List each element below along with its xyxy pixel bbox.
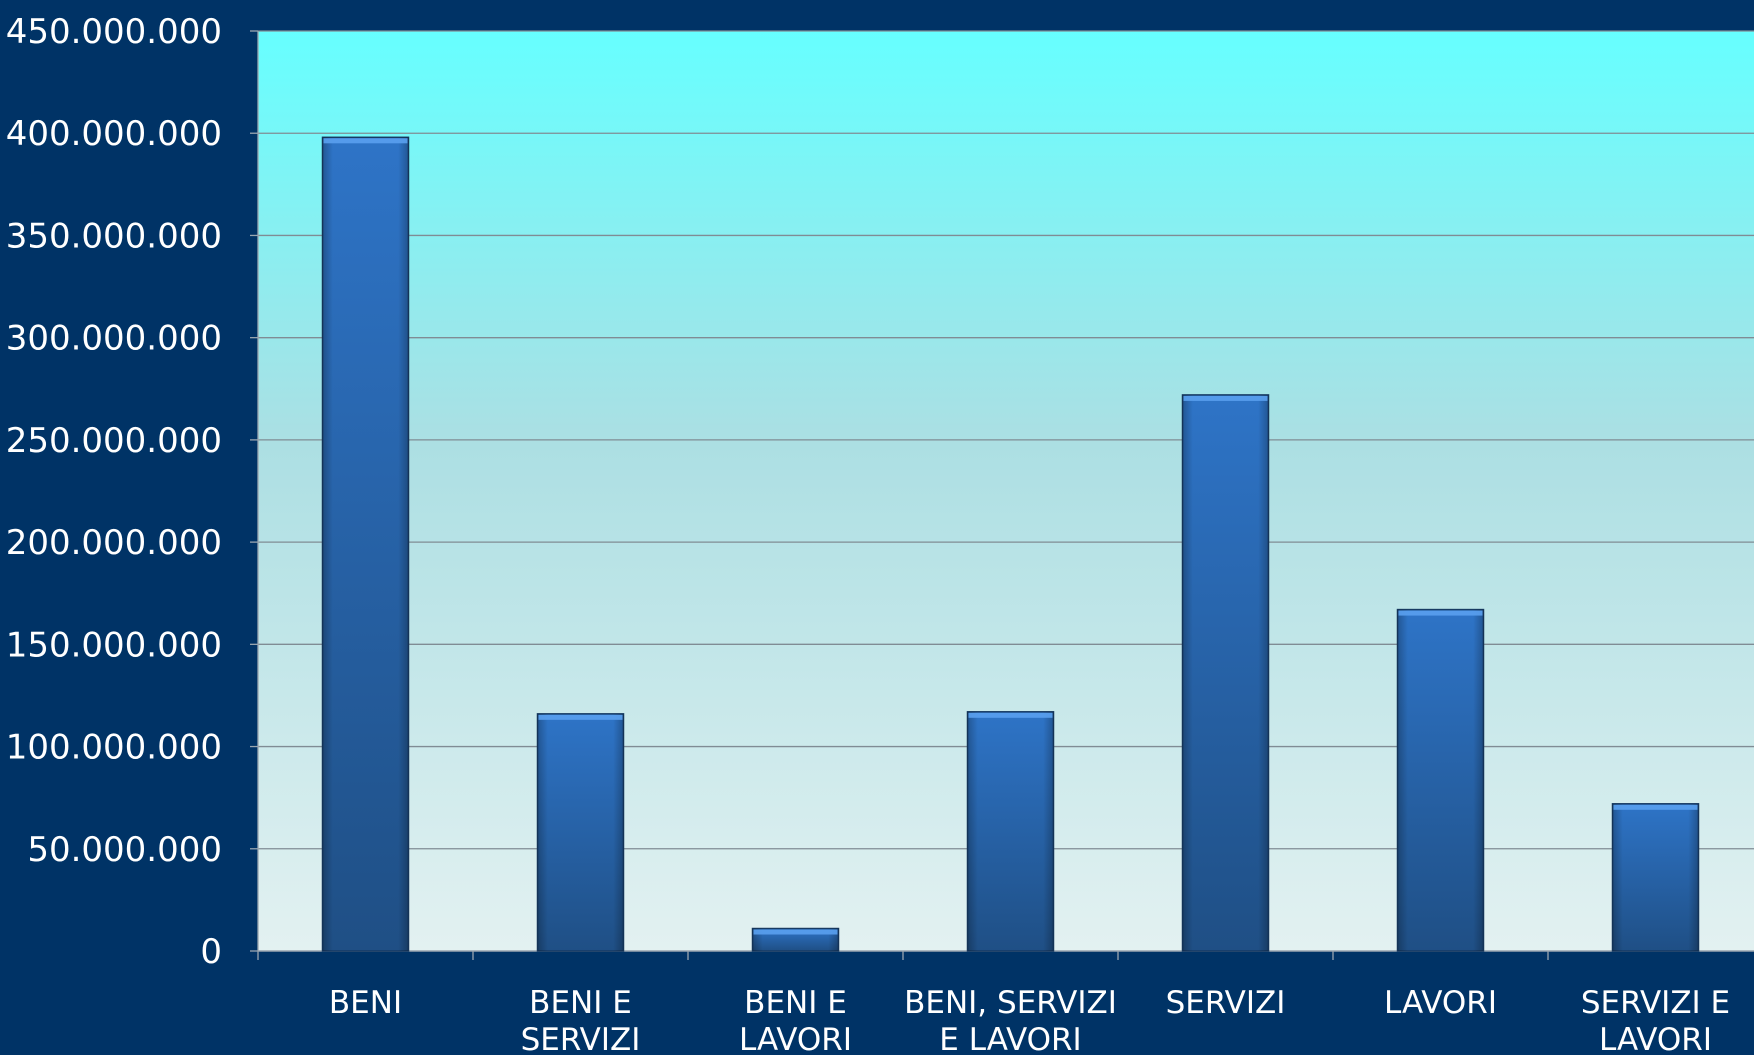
y-tick-label: 50.000.000 [27, 830, 222, 870]
x-category-label-line: SERVIZI [521, 1022, 641, 1055]
x-category-label: LAVORI [1384, 985, 1497, 1021]
x-category-label-line: BENI E [529, 985, 632, 1021]
bar [751, 927, 840, 952]
bar [1611, 803, 1700, 952]
x-category-label-line: BENI E [744, 985, 847, 1021]
x-category-label-line: LAVORI [1599, 1022, 1712, 1055]
bar-cap [323, 138, 408, 144]
bar-cap [1398, 610, 1483, 616]
x-category-label-line: LAVORI [1384, 985, 1497, 1021]
bar-cap [753, 929, 838, 935]
x-category-label: BENI E LAVORI [739, 985, 852, 1055]
bar-cap [1183, 395, 1268, 401]
x-category-label: SERVIZI [1166, 985, 1286, 1021]
y-tick-label: 150.000.000 [6, 625, 222, 665]
x-category-label-line: SERVIZI [1166, 985, 1286, 1021]
x-category-label: BENI, SERVIZI E LAVORI [904, 985, 1117, 1055]
x-category-label-line: BENI [329, 985, 402, 1021]
bar [321, 136, 410, 952]
bar [536, 713, 625, 952]
y-tick-label: 200.000.000 [6, 523, 222, 563]
y-tick-label: 0 [200, 932, 222, 972]
y-tick-label: 100.000.000 [6, 728, 222, 768]
bar [1396, 608, 1485, 952]
x-category-label-line: LAVORI [739, 1022, 852, 1055]
bar-shade [1182, 394, 1269, 951]
y-tick-label: 300.000.000 [6, 319, 222, 359]
x-category-label-line: BENI, SERVIZI [904, 985, 1117, 1021]
y-tick-label: 450.000.000 [6, 12, 222, 52]
bar-shade [967, 711, 1054, 951]
y-tick-label: 350.000.000 [6, 216, 222, 256]
x-category-label: BENI E SERVIZI [521, 985, 641, 1055]
x-category-label: SERVIZI E LAVORI [1581, 985, 1730, 1055]
x-category-label-line: SERVIZI E [1581, 985, 1730, 1021]
x-category-label-line: E LAVORI [939, 1022, 1081, 1055]
bar-cap [1613, 804, 1698, 810]
y-tick-label: 250.000.000 [6, 421, 222, 461]
bar-cap [538, 714, 623, 720]
bar-shade [322, 137, 409, 952]
bar-shade [1612, 803, 1699, 951]
bar [966, 711, 1055, 952]
bar-shade [537, 713, 624, 951]
y-tick-label: 400.000.000 [6, 114, 222, 154]
x-category-label: BENI [329, 985, 402, 1021]
bar [1181, 394, 1270, 952]
bar-shade [1397, 609, 1484, 951]
bar-cap [968, 712, 1053, 718]
